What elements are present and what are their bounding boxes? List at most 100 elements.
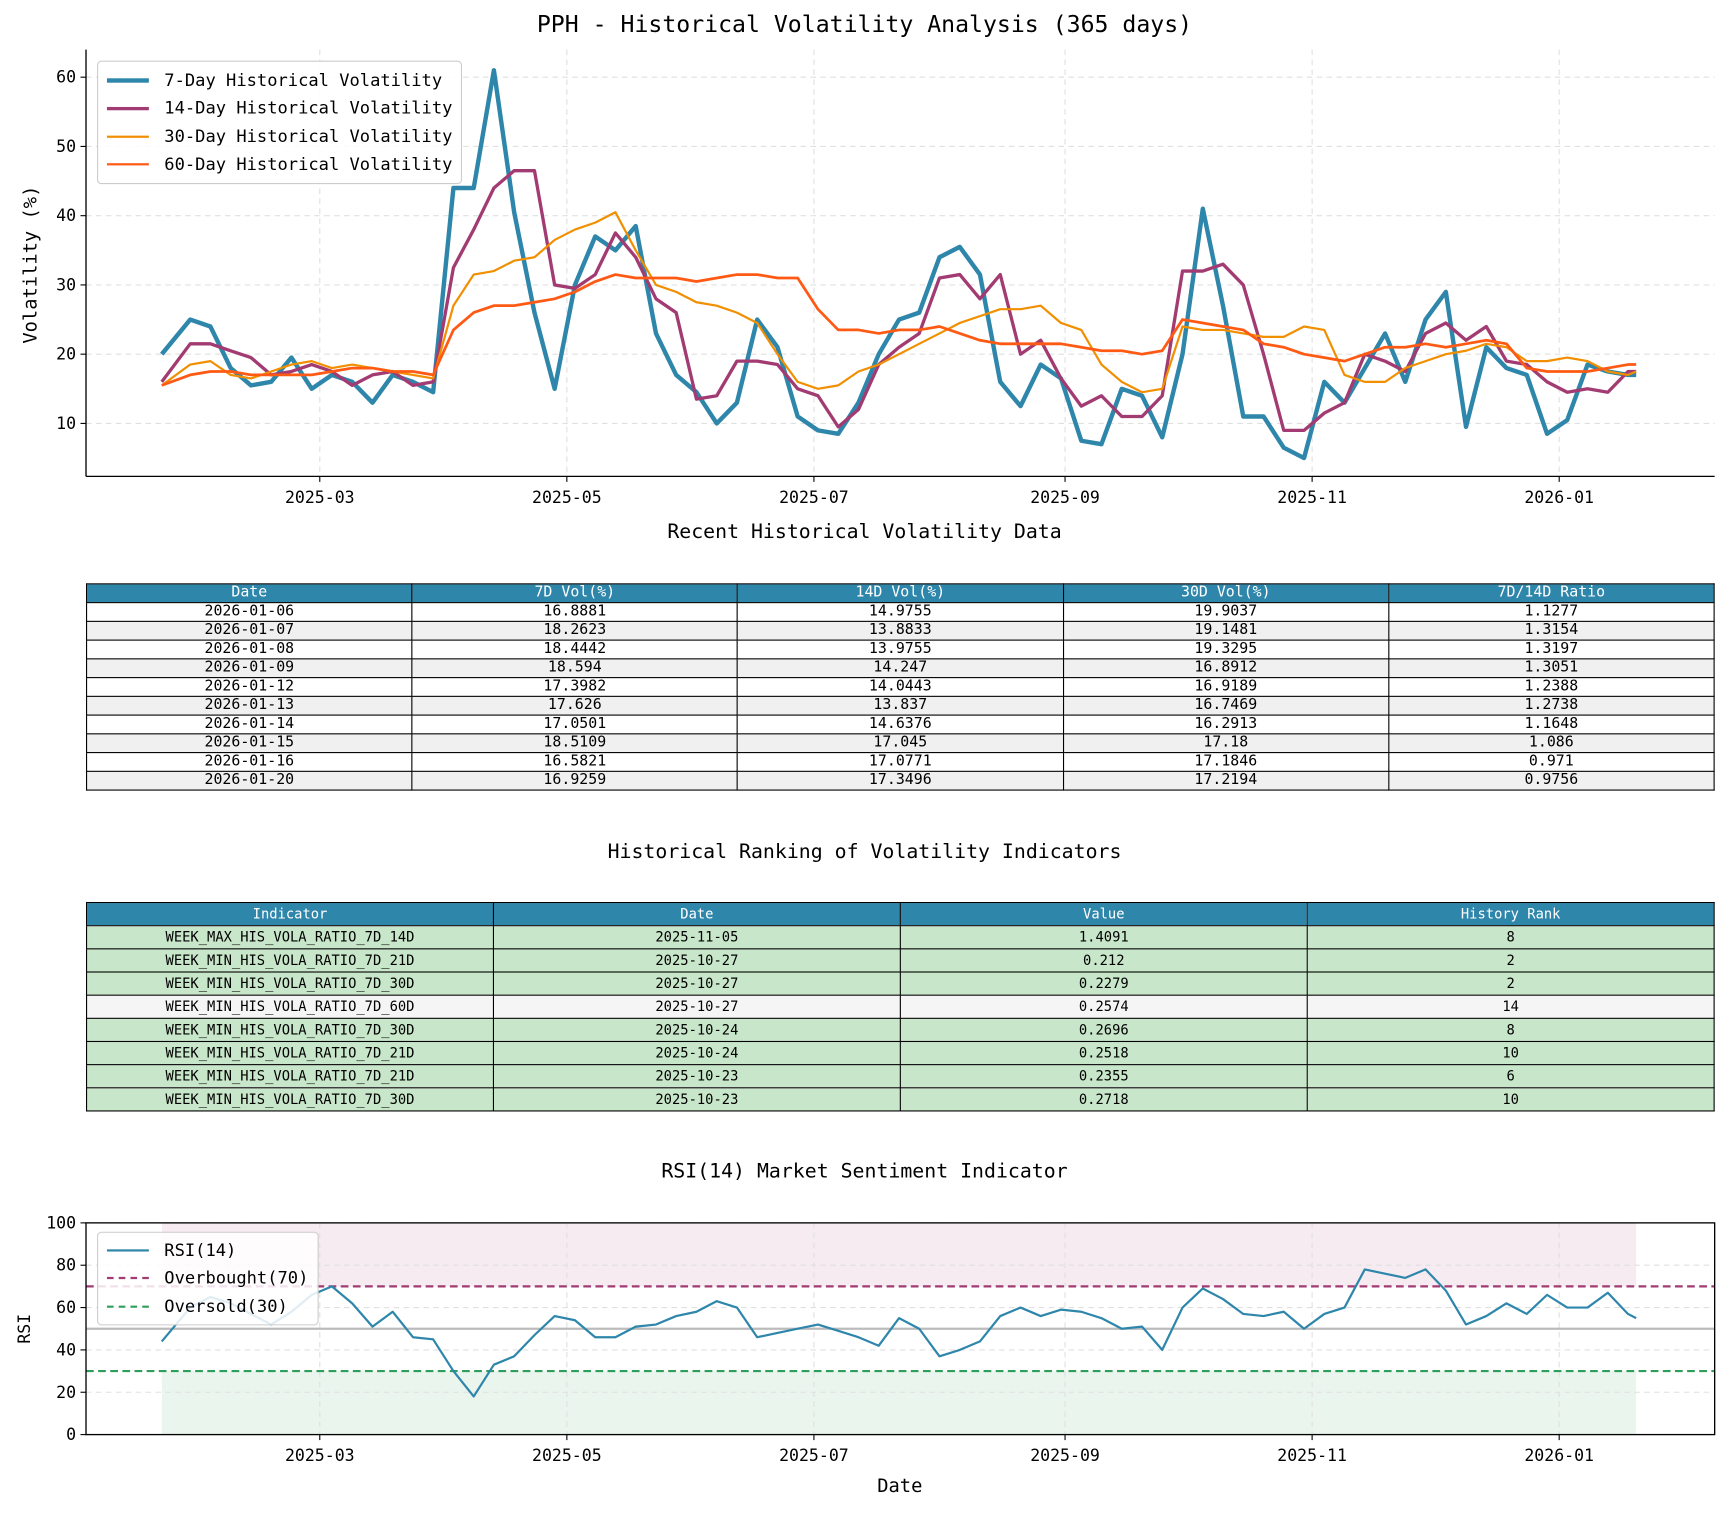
table-cell: 0.2718 [899, 1087, 1308, 1112]
table-cell: 2 [1306, 971, 1715, 996]
table-cell: 13.837 [737, 695, 1064, 716]
rsi-y-tick-label: 40 [56, 1340, 76, 1359]
table-row: 2026-01-08 18.4442 13.9755 19.3295 1.3197 [86, 639, 1715, 660]
table-cell: 2026-01-13 [86, 695, 413, 716]
table-cell: 10 [1306, 1087, 1715, 1112]
table-cell: 17.1846 [1062, 752, 1390, 772]
vol-y-tick-label: 50 [56, 137, 76, 156]
table-cell: 18.2623 [411, 620, 739, 641]
table-cell: 17.2194 [1062, 770, 1390, 791]
overbought-zone [161, 1222, 1637, 1287]
table-cell: 2025-10-24 [492, 1040, 901, 1066]
table-cell: 2025-10-27 [492, 971, 901, 996]
rsi-y-tick-label: 60 [56, 1298, 76, 1317]
table-cell: 1.2738 [1387, 695, 1715, 716]
table-cell: 17.3496 [737, 770, 1064, 791]
legend-label: 60-Day Historical Volatility [164, 154, 453, 175]
table-cell: 0.2574 [899, 994, 1308, 1019]
vol-y-tick-label: 10 [56, 414, 76, 433]
table-row: WEEK_MAX_HIS_VOLA_RATIO_7D_14D 2025-11-05… [86, 925, 1715, 950]
series-30d-line [161, 211, 1637, 394]
rsi-y-axis-label: RSI [14, 1313, 35, 1344]
table-cell: WEEK_MAX_HIS_VOLA_RATIO_7D_14D [86, 925, 495, 950]
table-cell: 19.3295 [1062, 639, 1390, 660]
legend-label: 14-Day Historical Volatility [164, 98, 453, 119]
legend-label: RSI(14) [164, 1240, 237, 1261]
rsi-y-tick-label: 100 [46, 1213, 76, 1232]
table-row: 2026-01-16 16.5821 17.0771 17.1846 0.971 [86, 752, 1715, 772]
table-cell: 13.8833 [737, 620, 1064, 641]
table-cell: 16.2913 [1062, 714, 1390, 735]
column-header: Date [86, 583, 413, 604]
table-row: 2026-01-12 17.3982 14.0443 16.9189 1.2388 [86, 677, 1715, 697]
table-row: WEEK_MIN_HIS_VOLA_RATIO_7D_30D 2025-10-23… [86, 1087, 1715, 1112]
table-row: WEEK_MIN_HIS_VOLA_RATIO_7D_21D 2025-10-23… [86, 1064, 1715, 1089]
table-cell: 0.2518 [899, 1040, 1308, 1066]
column-header: 30D Vol(%) [1062, 583, 1390, 604]
rsi-line [160, 1268, 1637, 1398]
vol-x-tick-label: 2025-11 [1277, 488, 1347, 507]
table-cell: WEEK_MIN_HIS_VOLA_RATIO_7D_30D [86, 1087, 495, 1112]
vol-x-tick-label: 2025-07 [779, 488, 849, 507]
table-cell: 0.2279 [899, 971, 1308, 996]
series-60d-line [161, 273, 1637, 387]
table-cell: 0.212 [899, 948, 1308, 973]
legend-label: Oversold(30) [164, 1296, 288, 1317]
table-row: WEEK_MIN_HIS_VOLA_RATIO_7D_30D 2025-10-24… [86, 1017, 1715, 1043]
table-cell: 16.8912 [1062, 658, 1390, 679]
rsi-x-tick-label: 2025-09 [1030, 1446, 1100, 1465]
legend-item-7d: 7-Day Historical Volatility [106, 66, 452, 94]
table-cell: 2025-11-05 [492, 925, 901, 950]
column-header: 7D Vol(%) [411, 583, 739, 604]
table-cell: 2025-10-27 [492, 948, 901, 973]
rsi-x-tick-label: 2025-03 [285, 1446, 355, 1465]
rsi-legend: RSI(14) Overbought(70) Oversold(30) [97, 1231, 319, 1325]
table-cell: WEEK_MIN_HIS_VOLA_RATIO_7D_21D [86, 948, 495, 973]
vol-x-tick-label: 2025-03 [285, 488, 355, 507]
vol-y-tick-label: 20 [56, 345, 76, 364]
series-14d-line [160, 169, 1637, 433]
table-row: 2026-01-07 18.2623 13.8833 19.1481 1.3154 [86, 620, 1715, 641]
table-cell: 16.8881 [411, 602, 739, 622]
volatility-table: Date 7D Vol(%) 14D Vol(%) 30D Vol(%) 7D/14D … [86, 583, 1715, 791]
table-cell: 14.6376 [737, 714, 1064, 735]
rsi-y-tick-label: 80 [56, 1256, 76, 1275]
vol-x-tick-label: 2026-01 [1524, 488, 1594, 507]
table-row: WEEK_MIN_HIS_VOLA_RATIO_7D_21D 2025-10-27… [86, 948, 1715, 973]
vol-y-tick-label: 30 [56, 275, 76, 294]
table-cell: 0.2355 [899, 1064, 1308, 1089]
oversold-zone [161, 1371, 1637, 1435]
vol-x-tick-label: 2025-05 [532, 488, 602, 507]
table-cell: WEEK_MIN_HIS_VOLA_RATIO_7D_21D [86, 1064, 495, 1089]
table-cell: 17.045 [737, 733, 1064, 754]
legend-item-rsi: RSI(14) [106, 1236, 308, 1264]
table-cell: 14 [1306, 994, 1715, 1019]
table-cell: 2 [1306, 948, 1715, 973]
table-cell: 0.9756 [1387, 770, 1715, 791]
vol-x-tick-label: 2025-09 [1030, 488, 1100, 507]
table-cell: 1.3154 [1387, 620, 1715, 641]
table-cell: 2025-10-24 [492, 1017, 901, 1043]
table-cell: 16.7469 [1062, 695, 1390, 716]
table-cell: 1.4091 [899, 925, 1308, 950]
table-cell: 2026-01-16 [86, 752, 413, 772]
table-cell: 2026-01-07 [86, 620, 413, 641]
table-cell: 2025-10-27 [492, 994, 901, 1019]
table-cell: 2026-01-08 [86, 639, 413, 660]
column-header: 7D/14D Ratio [1387, 583, 1715, 604]
rsi-x-tick-label: 2025-05 [532, 1446, 602, 1465]
table-cell: 14.247 [737, 658, 1064, 679]
table-row: 2026-01-09 18.594 14.247 16.8912 1.3051 [86, 658, 1715, 679]
table-row: WEEK_MIN_HIS_VOLA_RATIO_7D_60D 2025-10-27… [86, 994, 1715, 1019]
table-row: WEEK_MIN_HIS_VOLA_RATIO_7D_21D 2025-10-24… [86, 1040, 1715, 1066]
table-cell: 14.0443 [737, 677, 1064, 697]
table-cell: 1.3197 [1387, 639, 1715, 660]
table-cell: 16.9259 [411, 770, 739, 791]
rsi-x-tick-label: 2025-11 [1277, 1446, 1347, 1465]
rsi-frame [85, 1222, 1716, 1436]
legend-item-overbought: Overbought(70) [106, 1264, 308, 1292]
legend-item-oversold: Oversold(30) [106, 1292, 308, 1320]
ranking-table-title: Historical Ranking of Volatility Indicat… [607, 840, 1122, 864]
column-header: 14D Vol(%) [737, 583, 1064, 604]
